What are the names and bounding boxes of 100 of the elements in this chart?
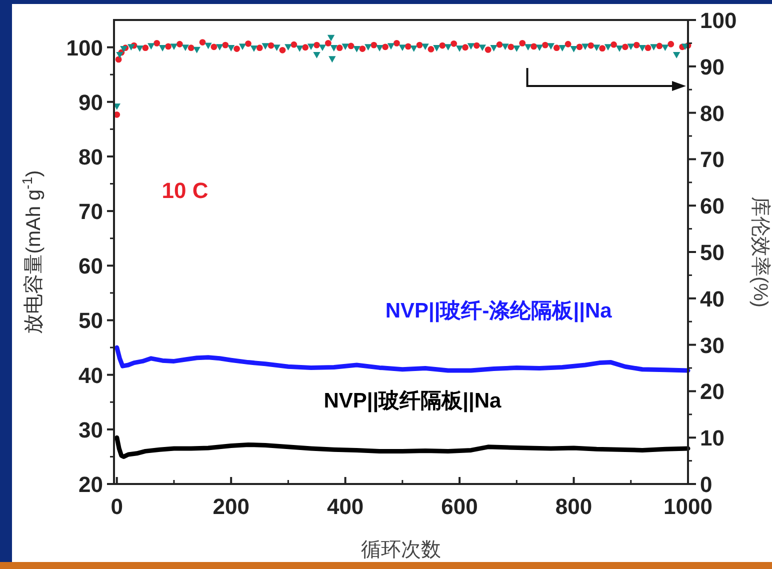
series-label: NVP||玻纤-涤纶隔板||Na [385,300,612,323]
point [204,42,212,50]
point [170,44,178,50]
point [158,45,166,52]
x-tick-label: 0 [110,494,123,519]
x-tick-label: 600 [441,494,478,519]
point [672,52,680,58]
point [536,44,544,51]
point [210,44,218,50]
point [330,45,338,52]
y-tick-label: 90 [78,90,103,115]
point [553,44,560,52]
point [324,40,332,46]
point [318,44,326,51]
point [238,44,246,50]
point [382,44,388,50]
point [394,40,400,46]
y-tick-label: 100 [66,35,103,60]
x-tick-label: 200 [212,494,250,519]
point [256,44,263,52]
point [154,40,160,46]
point [508,44,514,50]
point [262,43,269,50]
point [342,44,349,50]
point [387,43,395,50]
y-tick-label: 20 [78,472,103,497]
point [513,46,520,52]
point [582,44,589,50]
y2-tick-label: 100 [700,8,737,33]
point [473,42,480,49]
y-tick-label: 40 [78,362,103,388]
point [668,40,674,48]
x-tick-label: 800 [555,494,592,519]
y2-tick-label: 50 [700,240,724,265]
point [336,44,343,52]
point [376,45,384,52]
y2-tick-label: 0 [700,472,712,497]
point [588,42,594,49]
point [314,42,320,48]
point [216,44,224,51]
point [610,41,617,48]
line-series [114,345,690,373]
y2-tick-label: 10 [700,426,724,451]
point [570,46,578,52]
point [593,44,600,51]
point [227,45,235,52]
point [370,42,378,48]
annotation: 10 C [162,178,208,203]
point [524,44,532,51]
point [327,34,335,42]
point [638,45,646,52]
point [302,44,309,51]
point [558,45,566,52]
x-tick-label: 400 [326,494,364,519]
point [359,46,366,52]
point [222,42,229,48]
point [279,46,286,54]
point [627,44,634,50]
y2-tick-label: 80 [700,100,724,126]
point [245,40,252,47]
point [478,44,486,51]
y2-tick-label: 90 [700,54,724,80]
point [128,44,135,51]
line-series [114,435,690,459]
point [422,44,429,50]
point [616,46,624,52]
x-tick-label: 1000 [664,494,712,519]
point [307,44,315,50]
x-axis-title: 循环次数 [361,539,441,561]
point [234,46,240,52]
point [165,43,172,50]
point [273,44,280,51]
point [148,43,155,50]
point [188,44,194,52]
point [656,42,663,50]
y-tick-label: 30 [78,417,103,442]
y2-tick-label: 70 [700,147,724,172]
y-tick-label: 80 [78,144,103,170]
y2-tick-label: 60 [700,194,724,219]
point [199,39,206,46]
point [456,46,464,52]
point [633,42,640,48]
point [410,46,418,52]
point [136,46,144,52]
point [644,44,652,52]
point [268,42,274,49]
point [433,45,440,52]
y2-axis-title: 库伦效率(%) [749,196,771,308]
point [290,41,298,48]
point [519,40,526,46]
point [542,42,548,48]
point [484,46,492,53]
point [604,44,612,51]
point [176,40,183,48]
point [496,41,503,48]
point [444,44,452,51]
point [502,44,509,50]
point [142,44,149,52]
point [398,44,406,51]
series-label: NVP||玻纤隔板||Na [324,390,502,413]
